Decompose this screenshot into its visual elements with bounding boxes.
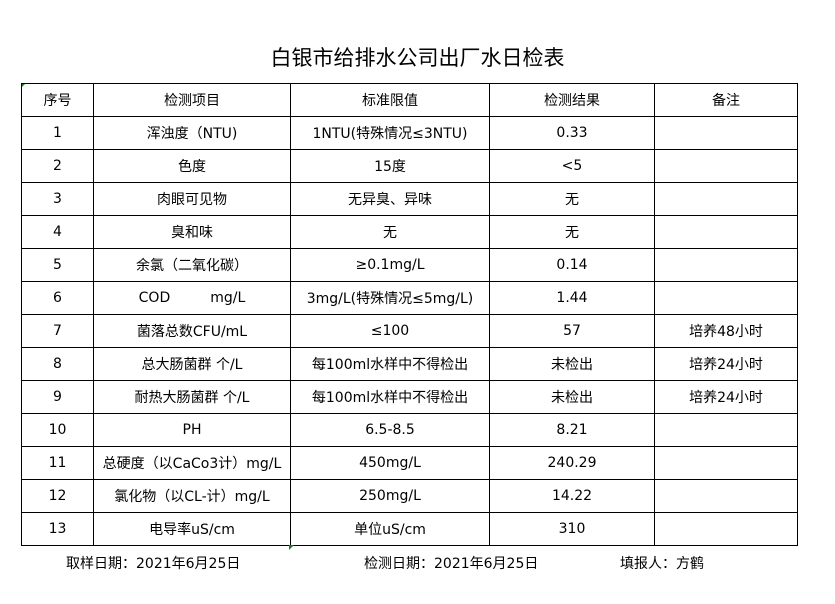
table-row: 3 肉眼可见物 无异臭、异味无 (21, 182, 798, 216)
test-result: 310 (489, 512, 655, 546)
test-item: 浑浊度（NTU) (93, 116, 291, 150)
table-row: 9 耐热大肠菌群 个/L 每100ml水样中不得检出 未检出 培养24小时 (21, 380, 798, 414)
test-item: 臭和味 (93, 215, 291, 249)
table-row: 1 浑浊度（NTU) 1NTU(特殊情况≤3NTU) 0.33 (21, 116, 798, 150)
row-number: 2 (21, 149, 94, 183)
table-row: 13 电导率uS/cm 单位uS/cm 310 (21, 512, 798, 546)
standard-limit: 15度 (290, 149, 490, 183)
test-result: 无 (489, 215, 655, 249)
standard-limit: 每100ml水样中不得检出 (290, 380, 490, 414)
header-cell: 标准限值 (290, 83, 490, 117)
table-row: 8 总大肠菌群 个/L 每100ml水样中不得检出 未检出 培养24小时 (21, 347, 798, 381)
row-number: 4 (21, 215, 94, 249)
table-row: 11 总硬度（以CaCo3计）mg/L 450mg/L 240.29 (21, 446, 798, 480)
table-row: 12 氯化物（以CL-计）mg/L 250mg/L 14.22 (21, 479, 798, 513)
test-result: 14.22 (489, 479, 655, 513)
standard-limit: 无 (290, 215, 490, 249)
table-row: 4 臭和味无无 (21, 215, 798, 249)
remark (654, 248, 798, 282)
standard-limit: 250mg/L (290, 479, 490, 513)
test-item: 耐热大肠菌群 个/L (93, 380, 291, 414)
test-result: 无 (489, 182, 655, 216)
test-result: <5 (489, 149, 655, 183)
remark: 培养24小时 (654, 347, 798, 381)
header-cell: 备注 (654, 83, 798, 117)
table-row: 2 色度 15度 <5 (21, 149, 798, 183)
remark (654, 446, 798, 480)
reporter: 填报人：方鹤 (620, 556, 704, 572)
test-item: 菌落总数CFU/mL (93, 314, 291, 348)
test-item: PH (93, 413, 291, 447)
standard-limit: 6.5-8.5 (290, 413, 490, 447)
remark (654, 512, 798, 546)
test-item: 余氯（二氧化碳） (93, 248, 291, 282)
standard-limit: 每100ml水样中不得检出 (290, 347, 490, 381)
row-number: 9 (21, 380, 94, 414)
remark (654, 116, 798, 150)
header-row: 序号 检测项目 标准限值 检测结果 备注 (21, 83, 798, 117)
row-number: 1 (21, 116, 94, 150)
remark (654, 413, 798, 447)
remark (654, 215, 798, 249)
header-cell: 序号 (21, 83, 94, 117)
test-item: COD mg/L (93, 281, 291, 315)
row-number: 13 (21, 512, 94, 546)
remark (654, 149, 798, 183)
row-number: 3 (21, 182, 94, 216)
remark (654, 182, 798, 216)
test-result: 未检出 (489, 380, 655, 414)
page-title: 白银市给排水公司出厂水日检表 (270, 46, 565, 70)
test-result: 240.29 (489, 446, 655, 480)
remark (654, 281, 798, 315)
standard-limit: 1NTU(特殊情况≤3NTU) (290, 116, 490, 150)
standard-limit: 450mg/L (290, 446, 490, 480)
test-result: 57 (489, 314, 655, 348)
test-item: 总硬度（以CaCo3计）mg/L (93, 446, 291, 480)
standard-limit: 单位uS/cm (290, 512, 490, 546)
standard-limit: 无异臭、异味 (290, 182, 490, 216)
test-date: 检测日期：2021年6月25日 (364, 556, 539, 572)
test-result: 8.21 (489, 413, 655, 447)
standard-limit: ≤100 (290, 314, 490, 348)
row-number: 11 (21, 446, 94, 480)
standard-limit: 3mg/L(特殊情况≤5mg/L) (290, 281, 490, 315)
table-row: 10 PH 6.5-8.5 8.21 (21, 413, 798, 447)
row-number: 5 (21, 248, 94, 282)
inspection-table: 序号 检测项目 标准限值 检测结果 备注 1 浑浊度（NTU) 1NTU(特殊情况≤… (21, 83, 798, 546)
row-number: 8 (21, 347, 94, 381)
test-item: 氯化物（以CL-计）mg/L (93, 479, 291, 513)
test-result: 0.14 (489, 248, 655, 282)
cell-comment-marker (289, 545, 294, 550)
standard-limit: ≥0.1mg/L (290, 248, 490, 282)
test-item: 电导率uS/cm (93, 512, 291, 546)
table-row: 5 余氯（二氧化碳） ≥0.1mg/L 0.14 (21, 248, 798, 282)
remark: 培养48小时 (654, 314, 798, 348)
remark (654, 479, 798, 513)
test-result: 0.33 (489, 116, 655, 150)
row-number: 6 (21, 281, 94, 315)
test-result: 未检出 (489, 347, 655, 381)
remark: 培养24小时 (654, 380, 798, 414)
header-cell: 检测结果 (489, 83, 655, 117)
sample-date: 取样日期：2021年6月25日 (66, 556, 241, 572)
table-row: 6 COD mg/L 3mg/L(特殊情况≤5mg/L) 1.44 (21, 281, 798, 315)
table-row: 7 菌落总数CFU/mL ≤100 57 培养48小时 (21, 314, 798, 348)
row-number: 10 (21, 413, 94, 447)
header-cell: 检测项目 (93, 83, 291, 117)
test-item: 肉眼可见物 (93, 182, 291, 216)
test-result: 1.44 (489, 281, 655, 315)
row-number: 7 (21, 314, 94, 348)
row-number: 12 (21, 479, 94, 513)
test-item: 色度 (93, 149, 291, 183)
test-item: 总大肠菌群 个/L (93, 347, 291, 381)
